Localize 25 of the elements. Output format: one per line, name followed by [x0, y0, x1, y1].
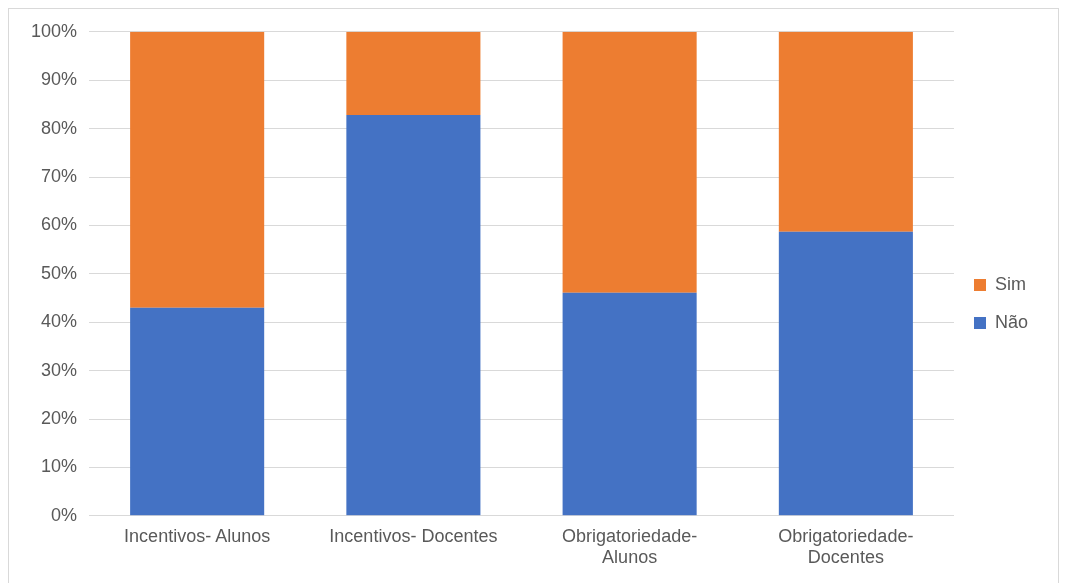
y-tick-label: 70%: [41, 165, 78, 186]
y-tick-label: 20%: [41, 407, 78, 428]
bar: [562, 31, 697, 293]
bar: [778, 231, 913, 516]
bar: [778, 31, 913, 232]
y-tick-label: 100%: [30, 20, 78, 41]
bar: [346, 115, 481, 516]
legend-label: Sim: [994, 273, 1026, 294]
y-tick-label: 80%: [41, 117, 78, 138]
y-tick-label: 0%: [51, 504, 78, 525]
bar: [130, 307, 265, 516]
bar: [346, 31, 481, 116]
y-tick-label: 50%: [41, 262, 78, 283]
legend-label: Não: [994, 311, 1029, 332]
x-tick-label: Obrigatoriedade- Docentes: [778, 525, 914, 568]
y-tick-label: 10%: [41, 456, 78, 477]
y-tick-label: 60%: [41, 214, 78, 235]
y-tick-label: 30%: [41, 359, 78, 380]
y-tick-label: 40%: [41, 311, 78, 332]
y-tick-label: 90%: [41, 69, 78, 90]
x-tick-label: Incentivos- Alunos: [124, 525, 271, 546]
x-tick-label: Obrigatoriedade- Alunos: [562, 525, 698, 568]
bar: [130, 31, 265, 308]
bar: [562, 292, 697, 516]
x-tick-label: Incentivos- Docentes: [329, 525, 498, 546]
